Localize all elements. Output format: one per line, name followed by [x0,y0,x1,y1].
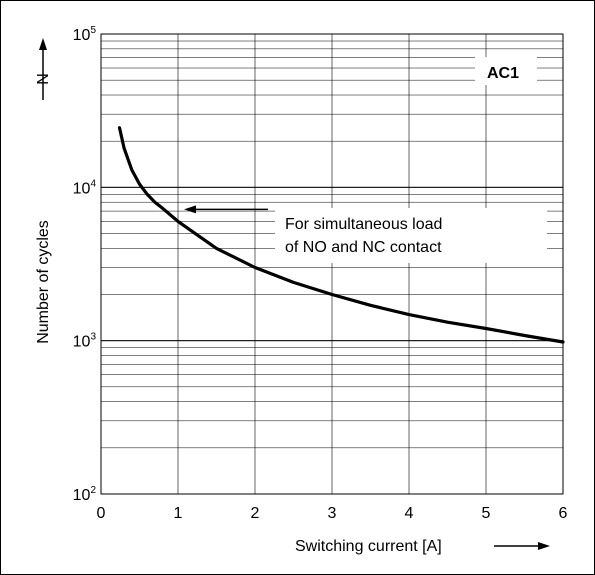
y-tick-label: 104 [73,178,97,197]
series-tag: AC1 [487,65,519,82]
y-tick-label: 103 [73,332,97,351]
annotation-line-2: of NO and NC contact [285,239,442,256]
annotation-arrow-head [184,205,196,214]
y-tick-label: 105 [73,25,97,44]
x-tick-label: 1 [174,505,183,522]
x-tick-label: 6 [559,505,568,522]
curve-layer [117,126,565,344]
series-tag-box [475,57,537,85]
x-tick-label: 3 [328,505,337,522]
y-axis-label: Number of cycles [35,220,52,344]
grid [100,33,564,495]
x-axis-arrow [494,542,550,550]
x-tick-label: 4 [405,505,414,522]
x-tick-label: 5 [482,505,491,522]
x-tick-label: 2 [251,505,260,522]
x-axis-label: Switching current [A] [295,538,442,555]
x-tick-label: 0 [97,505,106,522]
plot-area-border [100,33,564,495]
annotation-line-1: For simultaneous load [285,216,442,233]
series-line [117,126,565,344]
y-tick-labels: 102 103 104 105 [73,25,97,504]
annotation-arrow [184,205,268,214]
y-axis-arrow [39,38,47,100]
y-tick-label: 102 [73,485,97,504]
x-tick-labels: 0 1 2 3 4 5 6 [97,505,568,522]
annotation-box [275,208,547,263]
